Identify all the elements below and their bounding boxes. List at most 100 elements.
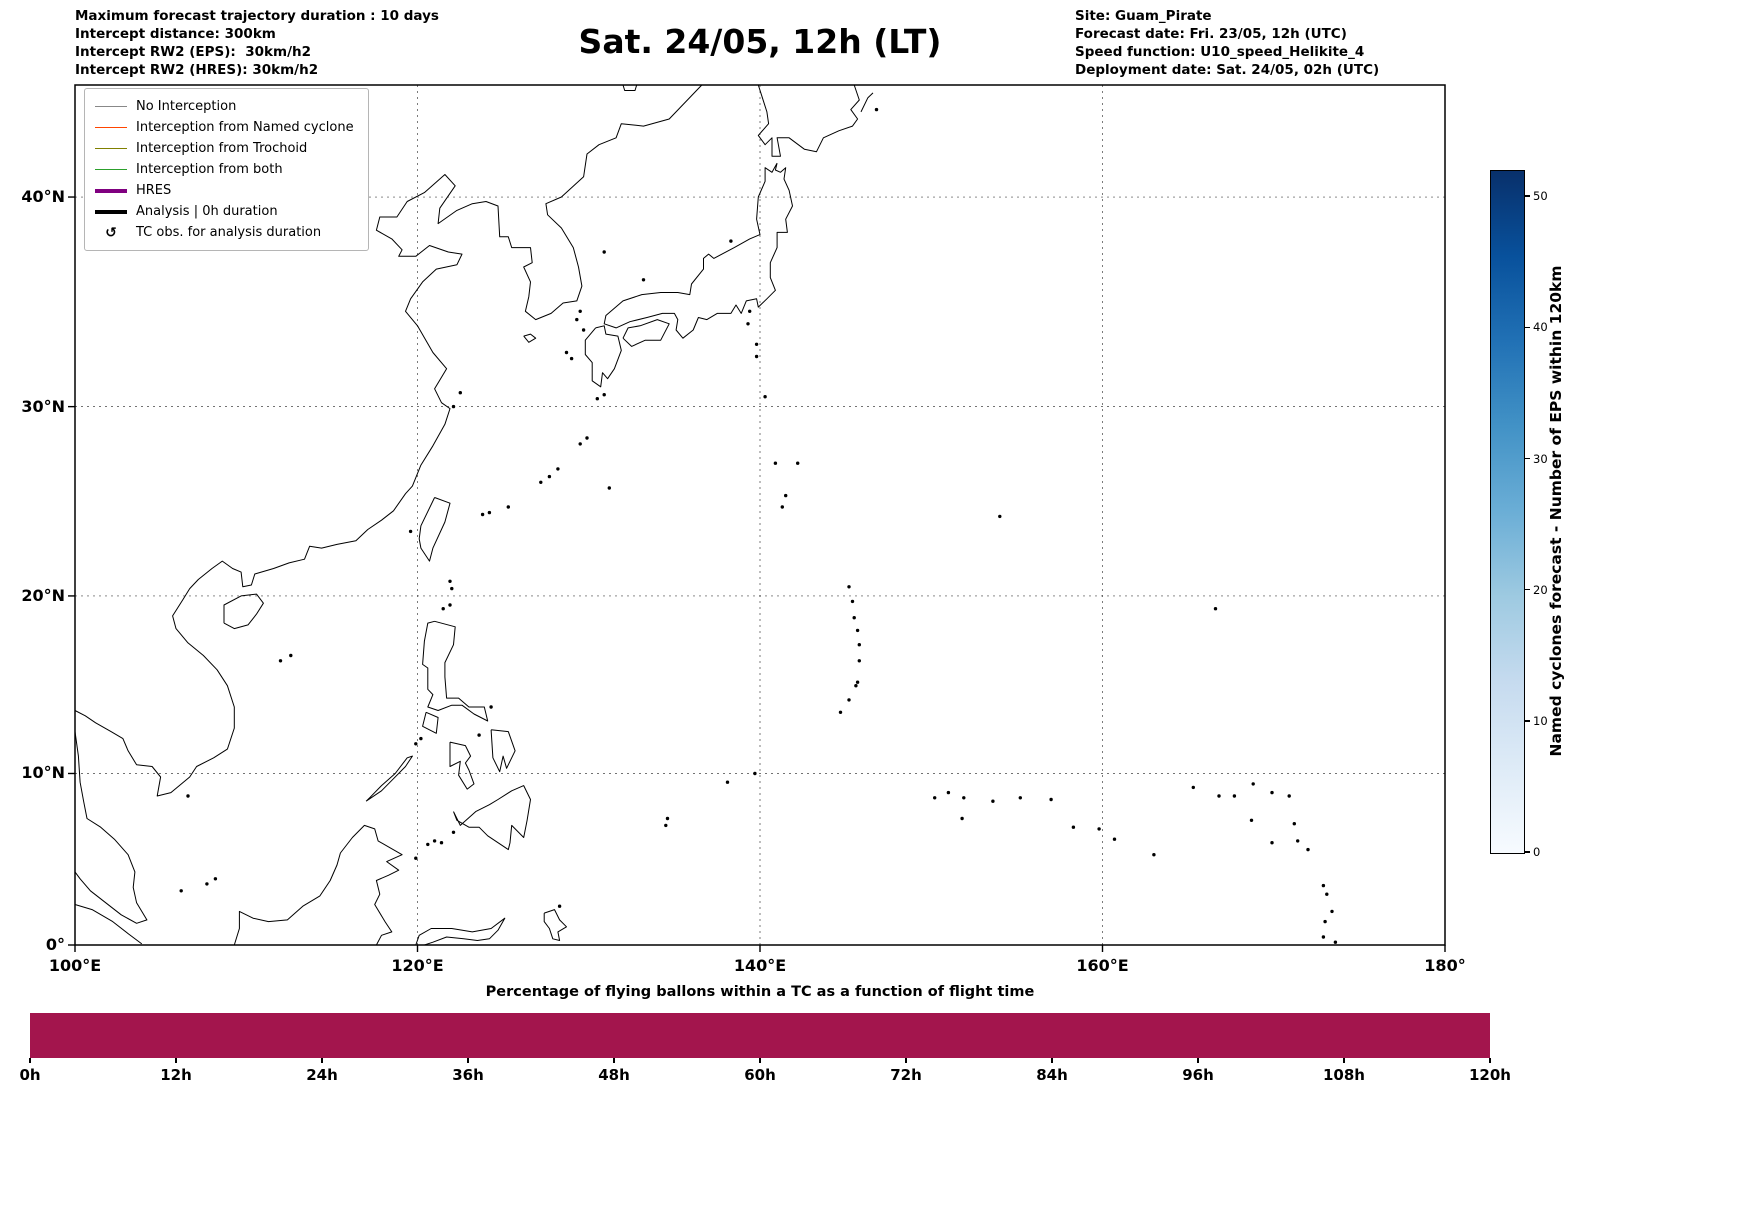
island-dot	[754, 342, 759, 346]
island-dot	[1251, 782, 1255, 786]
coastline-path	[74, 84, 703, 797]
coastline-path	[422, 620, 489, 722]
island-dot	[419, 736, 423, 741]
y-tick-label: 20°N	[21, 585, 65, 605]
island-dot	[1232, 794, 1237, 798]
legend-line-swatch	[95, 106, 127, 107]
legend-item: Analysis | 0h duration	[95, 201, 354, 222]
island-dot	[487, 510, 492, 515]
legend-line-swatch	[95, 127, 127, 128]
legend-item-label: No Interception	[136, 99, 237, 114]
island-dot	[1296, 839, 1300, 843]
legend-item-label: TC obs. for analysis duration	[136, 225, 322, 240]
island-dot	[448, 603, 452, 607]
y-tick-label: 40°N	[21, 187, 65, 207]
x-tick-label: 100°E	[48, 956, 102, 975]
y-tick-label: 0°	[45, 935, 65, 954]
island-dot	[998, 514, 1002, 519]
island-dot	[1249, 818, 1254, 822]
island-dot	[414, 856, 418, 860]
island-dot	[763, 395, 767, 399]
coastline-path	[757, 84, 860, 157]
island-dot	[857, 643, 861, 647]
colorbar-gradient	[1490, 170, 1525, 854]
island-dot	[1270, 790, 1274, 795]
bottom-tick-label: 12h	[160, 1066, 192, 1084]
island-dot	[1097, 827, 1101, 831]
island-dot	[1112, 837, 1117, 841]
island-dot	[852, 616, 856, 620]
island-dot	[946, 790, 951, 795]
coastline-path	[422, 711, 439, 734]
island-dot	[213, 877, 218, 881]
x-tick-label: 180°	[1424, 956, 1466, 975]
island-dot	[838, 710, 843, 714]
island-dot	[1152, 853, 1156, 857]
bottom-tick-label: 36h	[452, 1066, 484, 1084]
bottom-tick-label: 48h	[598, 1066, 630, 1084]
bottom-tick-label: 96h	[1182, 1066, 1214, 1084]
island-dot	[439, 841, 444, 845]
island-dot	[186, 794, 190, 798]
island-dot	[746, 322, 750, 326]
colorbar-tick	[1524, 195, 1530, 197]
colorbar-tick	[1524, 588, 1530, 591]
island-dot	[1325, 892, 1329, 896]
island-dot	[796, 461, 800, 465]
island-dot	[1213, 607, 1218, 611]
coastline-path	[603, 162, 793, 339]
island-dot	[664, 823, 668, 828]
coastline-path	[490, 729, 516, 773]
island-dot	[1333, 940, 1338, 944]
island-dot	[539, 480, 543, 484]
legend-item-label: Interception from Named cyclone	[136, 120, 354, 135]
bottom-tick-label: 108h	[1323, 1066, 1365, 1084]
island-dot	[451, 830, 456, 834]
island-dot	[641, 278, 646, 282]
y-tick-label: 30°N	[21, 396, 65, 416]
bottom-axis-tick	[321, 1058, 323, 1063]
legend-line-swatch	[95, 209, 127, 214]
header-right-line: Site: Guam_Pirate	[1075, 8, 1212, 24]
island-dot	[780, 505, 784, 509]
coastline-path	[860, 92, 874, 113]
coastline-path	[74, 904, 143, 945]
island-dot	[748, 309, 752, 313]
legend-item-label: Interception from both	[136, 162, 283, 177]
legend-item-label: Analysis | 0h duration	[136, 204, 278, 219]
island-dot	[725, 780, 730, 784]
coastline-path	[365, 755, 413, 802]
island-dot	[477, 733, 481, 737]
legend-item-label: Interception from Trochoid	[136, 141, 308, 156]
coastline-path	[584, 325, 622, 388]
bottom-axis-tick	[175, 1058, 177, 1063]
colorbar-tick	[1524, 457, 1530, 460]
island-dot	[1270, 841, 1274, 845]
island-dot	[602, 393, 606, 397]
island-dot	[854, 684, 858, 688]
island-dot	[278, 659, 283, 663]
coastline-path	[543, 909, 567, 941]
colorbar-tick-label: 0	[1533, 845, 1541, 859]
header-right-block: Site: Guam_Pirate Forecast date: Fri. 23/…	[1075, 7, 1379, 79]
tc-obs-icon: ↺	[105, 224, 117, 241]
island-dot	[857, 659, 861, 663]
bottom-axis-tick	[1197, 1058, 1199, 1063]
coastline-path	[523, 333, 537, 343]
island-dot	[847, 585, 851, 589]
legend-line-swatch	[95, 148, 127, 149]
colorbar-tick-label: 10	[1533, 713, 1548, 728]
island-dot	[784, 493, 788, 498]
colorbar-tick-label: 50	[1533, 189, 1548, 204]
bottom-axis-tick	[613, 1058, 615, 1063]
legend-line-swatch	[95, 169, 127, 170]
island-dot	[1292, 822, 1297, 826]
header-left-line: Intercept RW2 (HRES): 30km/h2	[75, 62, 319, 79]
bottom-tick-label: 84h	[1036, 1066, 1068, 1084]
island-dot	[585, 436, 589, 440]
island-dot	[1018, 796, 1022, 800]
tc-percentage-bar	[30, 1013, 1490, 1058]
island-dot	[754, 354, 759, 359]
island-dot	[753, 771, 757, 776]
